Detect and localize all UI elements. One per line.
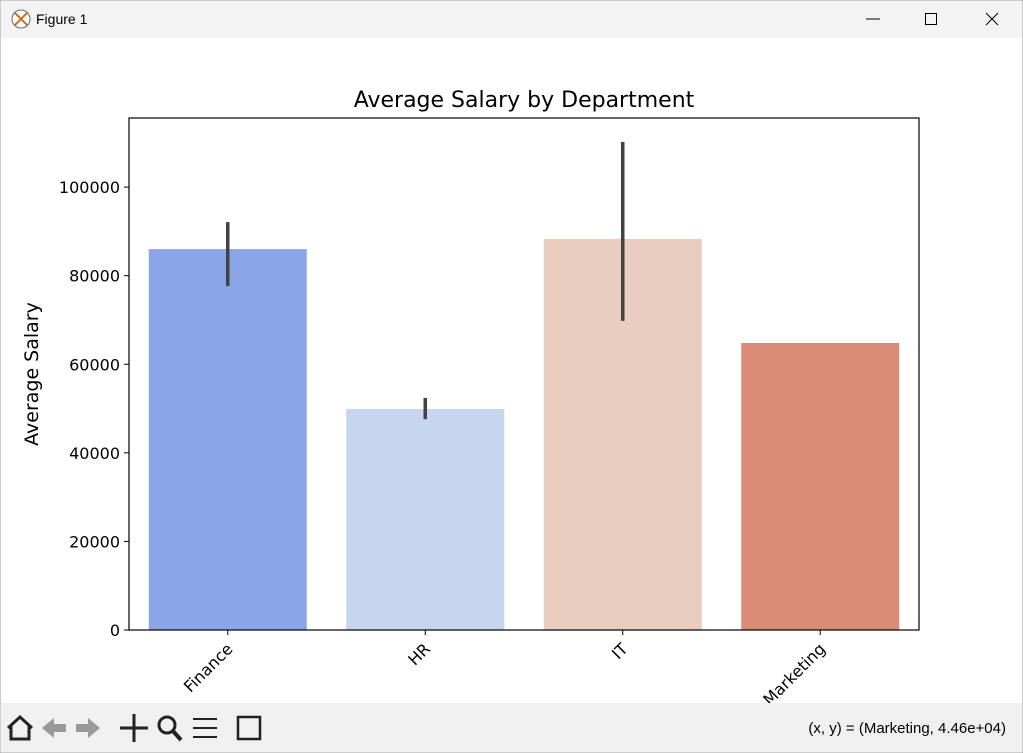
home-button[interactable]: [6, 714, 34, 741]
axes-frame: [128, 117, 920, 631]
y-axis-label: Average Salary: [21, 302, 43, 446]
bar: [741, 342, 900, 630]
bar: [346, 408, 505, 630]
y-tick-label: 80000: [69, 267, 120, 286]
y-tick-label: 100000: [59, 178, 120, 197]
close-button[interactable]: [985, 12, 999, 26]
y-tick-label: 20000: [69, 532, 120, 551]
toolbar-icons: [6, 714, 262, 742]
y-tick-label: 40000: [69, 444, 120, 463]
y-tick-label: 0: [110, 621, 120, 640]
maximize-button[interactable]: [925, 13, 937, 25]
status-text: (x, y) = (Marketing, 4.46e+04): [808, 720, 1006, 737]
title-bar: [1, 1, 1022, 38]
save-button[interactable]: [236, 715, 262, 741]
zoom-button[interactable]: [157, 715, 177, 735]
bar: [148, 249, 307, 630]
toolbar: [1, 703, 1022, 752]
y-tick-label: 60000: [69, 355, 120, 374]
back-button[interactable]: [42, 718, 66, 738]
forward-button[interactable]: [76, 718, 100, 738]
window-title: Figure 1: [36, 11, 88, 27]
pan-button[interactable]: [120, 714, 148, 742]
chart-title: Average Salary by Department: [354, 88, 695, 113]
configure-button[interactable]: [193, 718, 217, 738]
app-icon: [11, 9, 31, 29]
